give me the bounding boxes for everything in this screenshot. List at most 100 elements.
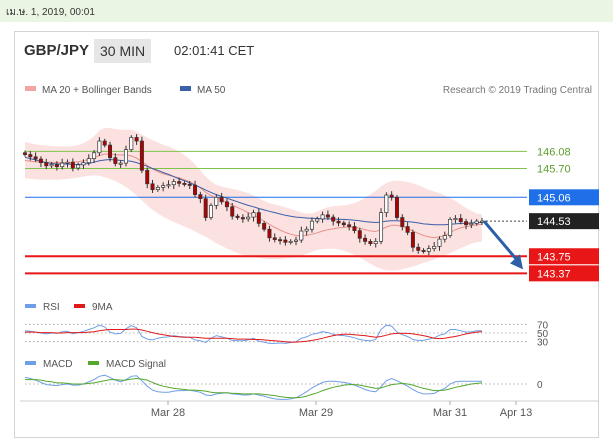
candle-body [161,185,166,188]
candle-body [118,162,123,165]
candle-body [23,152,27,155]
candle-body [246,216,251,220]
rsi-line [24,324,482,344]
candle-body [474,220,479,224]
current-price-label: 144.53 [537,216,571,228]
candle-body [405,226,410,233]
macd-signal-legend-swatch [88,361,99,365]
candle-body [416,246,421,251]
price-level-labels: 146.08 145.70 145.06 144.53 143.75 143.37 [529,146,599,282]
candle-body [453,218,458,220]
candle-body [272,237,277,240]
pivot-level-label: 145.06 [537,192,571,204]
candle-body [294,239,299,242]
support-level-label: 143.75 [537,251,571,263]
price-area: 146.08 145.70 145.06 144.53 143.75 143.37 [23,128,599,282]
candle-body [331,216,336,222]
candle-body [288,241,293,243]
candle-body [76,164,81,169]
macd-signal-legend-label: MACD Signal [106,359,166,370]
candle-body [171,181,176,186]
candle-body [129,137,134,150]
candle-body [341,222,346,226]
candle-body [155,187,160,190]
candle-body [336,220,341,224]
candle-body [214,196,219,206]
chart-time: 02:01:41 CET [174,43,255,58]
candle-body [203,198,208,218]
timeframe-badge[interactable]: 30 MIN [94,39,152,63]
candle-body [54,164,59,168]
rsi-ma-line [25,328,483,343]
chart-header: GBP/JPY 30 MIN 02:01:41 CET [14,31,599,73]
candle-body [299,230,304,241]
candle-body [309,220,314,230]
candle-body [426,248,431,252]
candle-body [363,237,368,242]
pivot-level-box [529,189,599,206]
candle-body [262,223,267,230]
candle-body [187,183,192,186]
candle-body [352,226,357,231]
candle-body [102,140,107,146]
candle-body [442,235,447,240]
candle-body [379,212,384,242]
rsi-level-label: 50 [537,329,549,340]
candle-body [208,205,213,218]
candle-body [251,212,256,218]
candle-body [437,238,442,247]
candle-body [28,154,33,158]
candle-body [33,156,38,160]
candle-body [458,218,463,222]
candle-body [113,157,118,164]
candle-body [81,162,86,166]
support-level-box [529,248,599,265]
x-tick-label: Apr 13 [500,407,532,419]
resistance-level-label: 145.70 [537,164,571,176]
x-tick-label: Mar 31 [433,407,467,419]
candle-body [166,184,171,187]
candle-body [448,219,453,236]
timestamp-text: เม.ษ. 1, 2019, 00:01 [6,7,95,18]
candle-body [224,201,229,208]
candle-body [432,246,437,249]
candle-body [139,140,144,171]
ma50-legend-label: MA 50 [197,85,226,96]
top-status-bar: เม.ษ. 1, 2019, 00:01 [0,0,613,22]
instrument-title: GBP/JPY [24,42,90,59]
ma50-line [24,156,482,226]
support-level-label: 143.37 [537,268,571,280]
candle-body [389,194,394,198]
macd-legend-label: MACD [43,359,72,370]
macd-signal-line [25,377,483,399]
forecast-arrow-shaft [482,220,521,264]
research-credit: Research © 2019 Trading Central [443,85,592,96]
price-legend: MA 20 + Bollinger Bands MA 50 Research ©… [25,85,592,96]
candle-body [193,184,198,195]
ma-bollinger-legend-label: MA 20 + Bollinger Bands [42,85,152,96]
macd-panel: 0 [24,374,543,400]
candle-body [469,223,474,226]
resistance-level-label: 146.08 [537,146,571,158]
rsi-ma-legend-label: 9MA [92,302,113,313]
rsi-ma-legend-swatch [74,304,85,308]
bollinger-band [25,128,482,271]
candle-body [347,224,352,227]
candle-body [230,206,235,217]
x-axis: Mar 28 Mar 29 Mar 31 Apr 13 [20,400,599,419]
candle-body [182,183,187,185]
forecast-arrow-head [510,254,523,270]
candle-body [421,250,426,252]
candles [23,134,484,256]
candle-body [134,137,139,142]
candle-body [394,196,399,218]
candle-body [123,149,128,164]
current-price-box [529,213,599,230]
price-levels [25,150,527,275]
candle-body [65,161,70,164]
candle-body [235,215,240,218]
candle-body [357,230,362,239]
candle-body [373,241,378,244]
candle-body [38,158,43,164]
